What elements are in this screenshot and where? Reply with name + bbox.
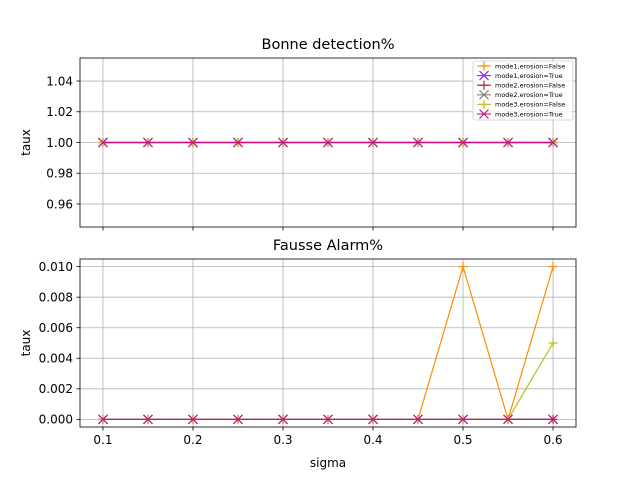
x-tick-label: 0.6	[543, 433, 562, 447]
data-point	[143, 414, 153, 425]
legend-entry: mode2,erosion=False	[477, 80, 565, 90]
y-axis: 0.96 0.98 1.00 1.02 1.04	[46, 74, 80, 211]
data-point	[98, 414, 108, 425]
data-point	[368, 414, 378, 425]
y-tick-label: 1.00	[46, 136, 73, 150]
y-tick-label: 0.98	[46, 167, 73, 181]
axes-frame	[79, 258, 577, 428]
series-6	[98, 137, 558, 148]
legend-entry: mode3,erosion=True	[477, 109, 563, 119]
x-tick-label: 0.2	[183, 433, 202, 447]
x-axis	[102, 227, 554, 231]
subplot-1: 0.96 0.98 1.00 1.02 1.04 Bonne detection% taux…	[19, 37, 577, 231]
legend-label: mode3,erosion=False	[495, 101, 565, 109]
data-point	[323, 414, 333, 425]
data-point	[278, 414, 288, 425]
y-tick-label: 1.04	[46, 74, 73, 88]
chart-title: Fausse Alarm%	[273, 238, 383, 254]
data-point	[548, 414, 558, 425]
subplot-2: 0.1 0.2 0.3 0.4 0.5 0.60.0000.0020.0040.0060.…	[19, 238, 577, 470]
data-point	[503, 414, 513, 425]
data-point	[188, 414, 198, 425]
series-6	[98, 414, 558, 425]
legend-entry: mode1,erosion=True	[477, 70, 563, 81]
legend-marker	[479, 109, 489, 119]
legend-marker	[479, 89, 489, 100]
legend-marker	[479, 99, 489, 109]
data-point	[548, 338, 558, 348]
legend-label: mode1,erosion=False	[495, 62, 565, 70]
legend-label: mode3,erosion=True	[495, 110, 563, 118]
data-point	[98, 137, 108, 148]
x-tick-label: 0.1	[93, 433, 112, 447]
legend-marker	[479, 61, 489, 71]
data-point	[458, 414, 468, 425]
x-axis: 0.1 0.2 0.3 0.4 0.5 0.6	[93, 427, 563, 447]
y-tick-label: 0.004	[39, 352, 73, 366]
y-tick-label: 0.010	[39, 260, 73, 274]
data-point	[143, 137, 153, 148]
y-tick-label: 0.002	[39, 382, 73, 396]
x-tick-label: 0.4	[363, 433, 382, 447]
data-point	[503, 137, 513, 148]
legend-box	[472, 60, 574, 121]
legend-label: mode1,erosion=True	[495, 72, 563, 80]
data-point	[233, 414, 243, 425]
data-point	[548, 262, 558, 272]
legend-label: mode2,erosion=True	[495, 91, 563, 99]
legend-entry: mode3,erosion=False	[477, 99, 565, 109]
legend: mode1,erosion=False mode1,erosion=True mod…	[472, 60, 574, 121]
y-tick-label: 0.006	[39, 321, 73, 335]
chart-title: Bonne detection%	[262, 37, 395, 53]
data-point	[413, 137, 423, 148]
x-tick-label: 0.5	[453, 433, 472, 447]
y-axis-label: taux	[19, 129, 33, 156]
y-tick-label: 0.96	[46, 197, 73, 211]
y-tick-label: 0.008	[39, 290, 73, 304]
y-axis: 0.000 0.002 0.004 0.006 0.008 0.010	[39, 260, 80, 427]
legend-marker	[479, 80, 489, 90]
data-point	[188, 137, 198, 148]
legend-label: mode2,erosion=False	[495, 82, 565, 90]
x-tick-label: 0.3	[273, 433, 292, 447]
legend-entry: mode2,erosion=True	[477, 89, 563, 100]
legend-entry: mode1,erosion=False	[477, 61, 565, 71]
data-point	[233, 137, 243, 148]
data-point	[368, 137, 378, 148]
y-tick-label: 0.000	[39, 413, 73, 427]
data-point	[413, 414, 423, 425]
y-tick-label: 1.02	[46, 105, 73, 119]
y-axis-label: taux	[19, 330, 33, 357]
data-point	[458, 137, 468, 148]
data-point	[458, 262, 468, 272]
data-point	[548, 137, 558, 148]
data-point	[278, 137, 288, 148]
x-axis-label: sigma	[310, 456, 346, 470]
legend-marker	[479, 70, 489, 81]
data-point	[323, 137, 333, 148]
plots: 0.96 0.98 1.00 1.02 1.04 Bonne detection% taux…	[19, 37, 577, 470]
